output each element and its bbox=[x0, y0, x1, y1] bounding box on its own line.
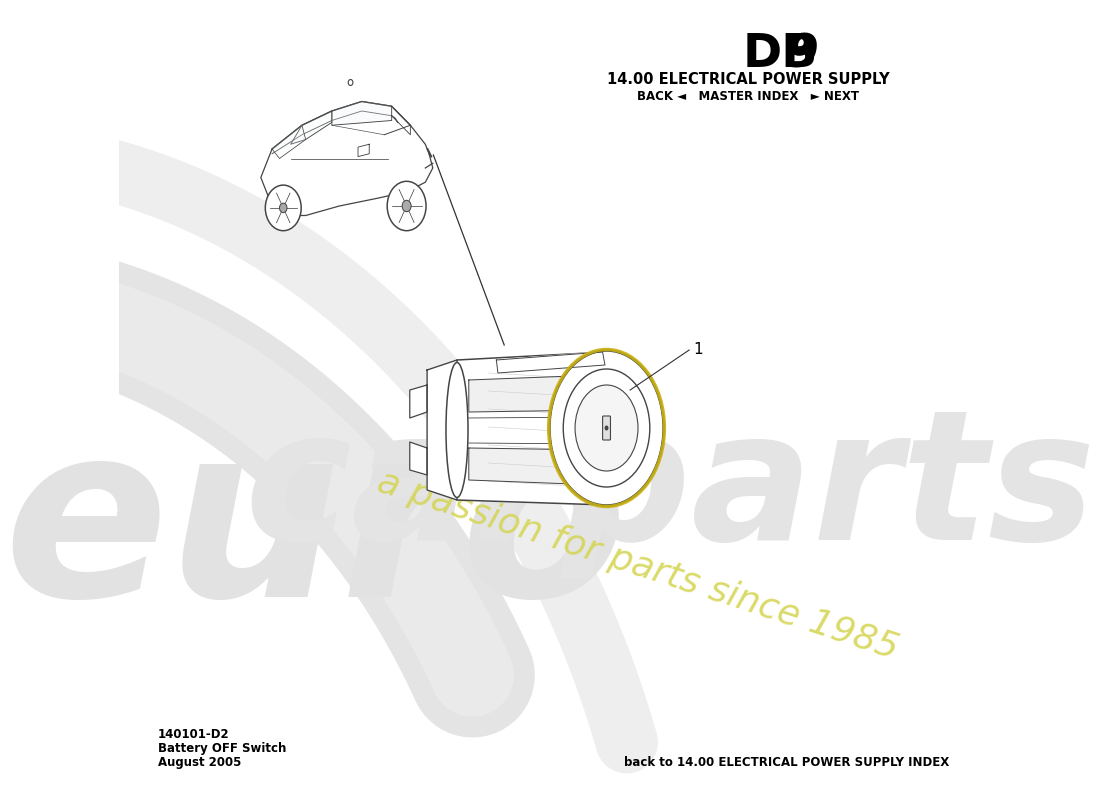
Text: 14.00 ELECTRICAL POWER SUPPLY: 14.00 ELECTRICAL POWER SUPPLY bbox=[607, 72, 890, 87]
Ellipse shape bbox=[563, 369, 650, 487]
Ellipse shape bbox=[550, 350, 663, 506]
Polygon shape bbox=[272, 126, 306, 158]
Text: a passion for parts since 1985: a passion for parts since 1985 bbox=[373, 465, 903, 666]
Polygon shape bbox=[410, 442, 427, 475]
Text: BACK ◄   MASTER INDEX   ► NEXT: BACK ◄ MASTER INDEX ► NEXT bbox=[637, 90, 859, 103]
Ellipse shape bbox=[575, 385, 638, 471]
Polygon shape bbox=[261, 102, 432, 215]
Polygon shape bbox=[456, 352, 606, 505]
Text: August 2005: August 2005 bbox=[158, 756, 241, 769]
Polygon shape bbox=[496, 352, 605, 373]
Text: Battery OFF Switch: Battery OFF Switch bbox=[158, 742, 286, 755]
Text: euro: euro bbox=[3, 412, 628, 648]
Circle shape bbox=[605, 426, 608, 430]
Polygon shape bbox=[290, 111, 332, 144]
Ellipse shape bbox=[446, 362, 468, 498]
Text: DB: DB bbox=[742, 32, 818, 77]
Circle shape bbox=[403, 200, 411, 212]
Text: 9: 9 bbox=[785, 32, 818, 77]
Circle shape bbox=[279, 203, 287, 213]
Polygon shape bbox=[469, 375, 598, 412]
Ellipse shape bbox=[387, 182, 426, 230]
Text: 1: 1 bbox=[693, 342, 703, 358]
Polygon shape bbox=[427, 360, 456, 500]
FancyBboxPatch shape bbox=[603, 416, 611, 440]
Polygon shape bbox=[469, 448, 598, 485]
Polygon shape bbox=[410, 385, 427, 418]
Circle shape bbox=[349, 79, 353, 86]
Text: carparts: carparts bbox=[244, 402, 1096, 578]
Text: back to 14.00 ELECTRICAL POWER SUPPLY INDEX: back to 14.00 ELECTRICAL POWER SUPPLY IN… bbox=[624, 756, 949, 769]
Polygon shape bbox=[332, 102, 392, 126]
Ellipse shape bbox=[265, 185, 301, 230]
Text: 140101-D2: 140101-D2 bbox=[158, 728, 230, 741]
